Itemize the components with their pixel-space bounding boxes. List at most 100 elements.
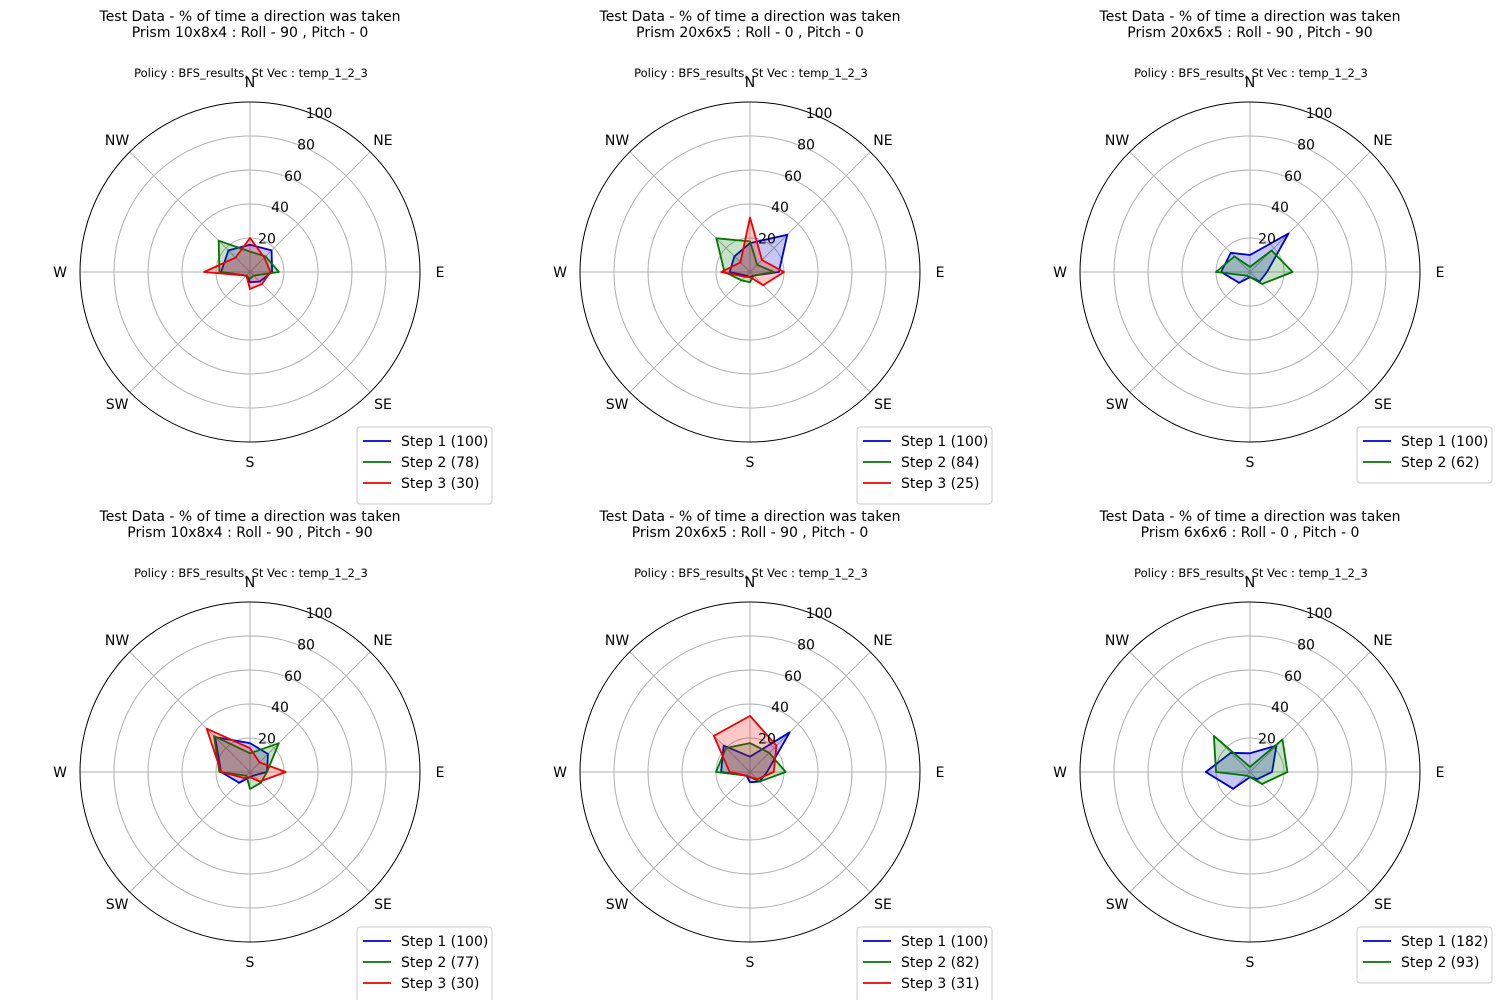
direction-label-w: W [53,265,67,281]
r-tick-label: 60 [784,169,802,185]
polar-frame [579,601,921,943]
direction-label-w: W [53,765,67,781]
chart-title: Test Data - % of time a direction was ta… [99,509,401,525]
direction-label-sw: SW [1106,397,1129,413]
series-polygon-step-3 [713,715,778,781]
radar-chart-6: Test Data - % of time a direction was ta… [1053,509,1493,984]
chart-caption: Policy : BFS_results, St Vec : temp_1_2_… [1134,566,1368,580]
direction-label-e: E [936,265,945,281]
r-tick-label: 60 [284,169,302,185]
series-polygon-step-3 [205,727,287,783]
direction-label-w: W [1053,265,1067,281]
grid-spoke [1249,651,1371,773]
grid-spoke [129,771,251,893]
direction-label-ne: NE [1373,633,1392,649]
chart-caption: Policy : BFS_results, St Vec : temp_1_2_… [634,566,868,580]
direction-label-nw: NW [1105,133,1129,149]
r-tick-label: 40 [1271,700,1289,716]
legend: Step 1 (182) Step 2 (93) [1356,926,1493,984]
direction-label-w: W [553,765,567,781]
grid-spoke [749,651,871,773]
grid-spoke [1249,271,1371,393]
direction-label-n: N [745,575,755,591]
direction-label-n: N [245,575,255,591]
chart-subtitle: Prism 20x6x5 : Roll - 90 , Pitch - 90 [1127,25,1372,41]
direction-label-w: W [553,265,567,281]
r-tick-label: 80 [297,137,315,153]
direction-label-n: N [745,75,755,91]
legend-label-step-1: Step 1 (182) [1401,934,1488,950]
r-tick-label: 20 [258,732,276,748]
legend-box [856,426,993,505]
direction-label-n: N [245,75,255,91]
direction-label-ne: NE [1373,133,1392,149]
polar-frame [79,101,421,443]
r-tick-label: 20 [1258,232,1276,248]
chart-subtitle: Prism 20x6x5 : Roll - 90 , Pitch - 0 [632,525,869,541]
direction-label-se: SE [874,897,892,913]
direction-label-se: SE [374,897,392,913]
r-tick-label: 40 [771,700,789,716]
grid-spoke [1129,271,1251,393]
grid-spoke [629,271,751,393]
direction-label-s: S [746,455,755,471]
polar-frame [579,101,921,443]
direction-label-nw: NW [105,133,129,149]
grid-spoke [249,651,371,773]
grid-spoke [1249,771,1371,893]
series-polygon-step-2 [715,237,775,284]
legend-box [356,926,493,1000]
legend-label-step-2: Step 2 (77) [401,955,479,971]
grid-spoke [1129,151,1251,273]
legend-box [856,926,993,1000]
r-tick-label: 80 [797,137,815,153]
grid-spoke [749,271,871,393]
series-polygon-step-2 [217,239,280,280]
direction-label-ne: NE [873,133,892,149]
r-tick-label: 40 [271,200,289,216]
chart-caption: Policy : BFS_results, St Vec : temp_1_2_… [134,566,368,580]
radar-chart-2: Test Data - % of time a direction was ta… [553,9,993,505]
legend: Step 1 (100) Step 2 (62) [1356,426,1493,484]
r-tick-label: 80 [1297,137,1315,153]
chart-subtitle: Prism 10x8x4 : Roll - 90 , Pitch - 0 [132,25,369,41]
polar-grid [80,602,420,942]
chart-subtitle: Prism 10x8x4 : Roll - 90 , Pitch - 90 [127,525,372,541]
r-tick-label: 20 [758,732,776,748]
direction-label-s: S [246,455,255,471]
r-tick-label: 60 [784,669,802,685]
r-tick-label: 80 [1297,637,1315,653]
chart-subtitle: Prism 20x6x5 : Roll - 0 , Pitch - 0 [636,25,864,41]
legend-label-step-1: Step 1 (100) [901,434,988,450]
grid-spoke [249,771,371,893]
grid-spoke [629,771,751,893]
grid-spoke [249,151,371,273]
grid-spoke [749,771,871,893]
direction-label-nw: NW [1105,633,1129,649]
radar-chart-1: Test Data - % of time a direction was ta… [53,9,493,505]
chart-caption: Policy : BFS_results, St Vec : temp_1_2_… [134,66,368,80]
grid-spoke [129,271,251,393]
r-tick-label: 20 [258,232,276,248]
polar-frame [1079,101,1421,443]
legend-label-step-2: Step 2 (82) [901,955,979,971]
series-polygon-step-2 [1213,735,1289,785]
legend: Step 1 (100) Step 2 (78) Step 3 (30) [356,426,493,505]
direction-label-e: E [1436,765,1445,781]
legend-label-step-1: Step 1 (100) [401,934,488,950]
direction-label-sw: SW [106,397,129,413]
direction-label-se: SE [1374,897,1392,913]
radar-chart-5: Test Data - % of time a direction was ta… [553,509,993,1000]
legend-label-step-1: Step 1 (100) [401,434,488,450]
r-tick-label: 60 [1284,169,1302,185]
direction-label-sw: SW [606,897,629,913]
grid-spoke [129,651,251,773]
chart-caption: Policy : BFS_results, St Vec : temp_1_2_… [634,66,868,80]
r-tick-label: 100 [806,606,833,622]
direction-label-w: W [1053,765,1067,781]
grid-spoke [249,271,371,393]
direction-label-s: S [1246,955,1255,971]
r-tick-label: 20 [758,232,776,248]
legend-label-step-2: Step 2 (93) [1401,955,1479,971]
legend-label-step-3: Step 3 (30) [401,976,479,992]
